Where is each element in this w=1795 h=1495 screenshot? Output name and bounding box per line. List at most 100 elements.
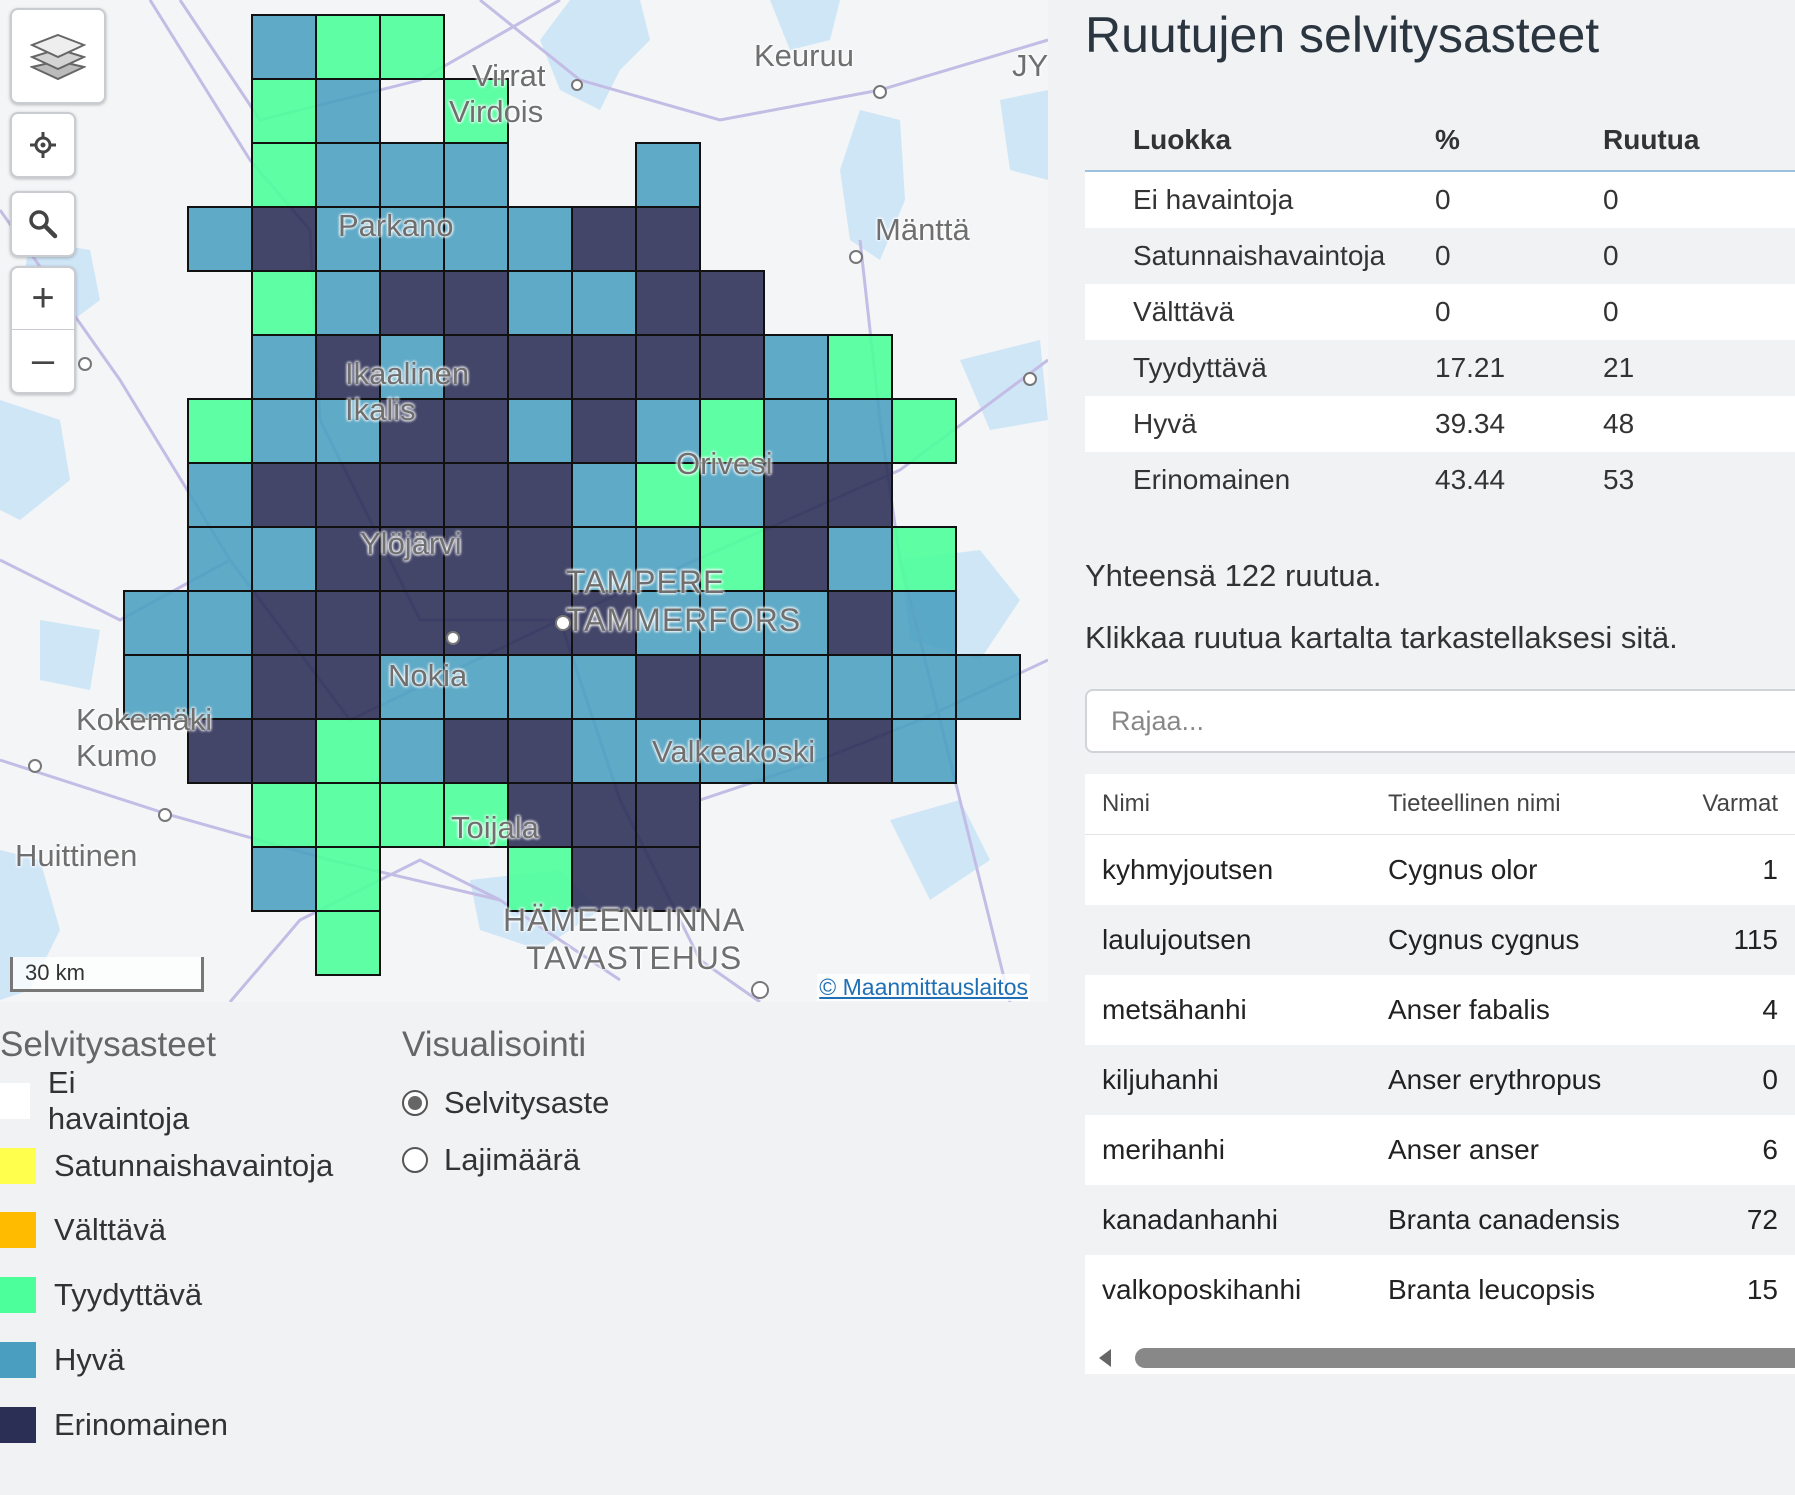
grid-square[interactable] bbox=[315, 910, 381, 976]
grid-square[interactable] bbox=[251, 334, 317, 400]
grid-square[interactable] bbox=[251, 270, 317, 336]
grid-square[interactable] bbox=[315, 846, 381, 912]
table-row[interactable]: metsähanhi Anser fabalis 4 bbox=[1085, 975, 1795, 1045]
grid-square[interactable] bbox=[635, 846, 701, 912]
grid-square[interactable] bbox=[123, 590, 189, 656]
grid-square[interactable] bbox=[827, 718, 893, 784]
grid-square[interactable] bbox=[123, 654, 189, 720]
grid-square[interactable] bbox=[507, 526, 573, 592]
filter-input[interactable] bbox=[1085, 689, 1795, 753]
grid-square[interactable] bbox=[635, 718, 701, 784]
grid-square[interactable] bbox=[507, 398, 573, 464]
grid-square[interactable] bbox=[763, 398, 829, 464]
grid-square[interactable] bbox=[507, 654, 573, 720]
grid-square[interactable] bbox=[571, 526, 637, 592]
table-row[interactable]: valkoposkihanhi Branta leucopsis 15 bbox=[1085, 1255, 1795, 1325]
grid-square[interactable] bbox=[635, 462, 701, 528]
grid-square[interactable] bbox=[187, 398, 253, 464]
grid-square[interactable] bbox=[251, 462, 317, 528]
grid-square[interactable] bbox=[187, 590, 253, 656]
table-row[interactable]: kyhmyjoutsen Cygnus olor 1 bbox=[1085, 834, 1795, 905]
grid-square[interactable] bbox=[891, 718, 957, 784]
grid-square[interactable] bbox=[379, 590, 445, 656]
grid-square[interactable] bbox=[507, 462, 573, 528]
grid-square[interactable] bbox=[251, 78, 317, 144]
layers-button[interactable] bbox=[10, 8, 106, 104]
grid-square[interactable] bbox=[187, 654, 253, 720]
grid-square[interactable] bbox=[699, 462, 765, 528]
radio-lajimaara[interactable]: Lajimäärä bbox=[402, 1142, 580, 1178]
grid-square[interactable] bbox=[251, 718, 317, 784]
grid-square[interactable] bbox=[635, 398, 701, 464]
grid-square[interactable] bbox=[763, 526, 829, 592]
grid-square[interactable] bbox=[443, 398, 509, 464]
grid-square[interactable] bbox=[507, 334, 573, 400]
grid-square[interactable] bbox=[507, 782, 573, 848]
grid-square[interactable] bbox=[379, 462, 445, 528]
column-header-percent[interactable]: % bbox=[1435, 110, 1603, 172]
table-row[interactable]: merihanhi Anser anser 6 bbox=[1085, 1115, 1795, 1185]
grid-square[interactable] bbox=[507, 846, 573, 912]
grid-square[interactable] bbox=[699, 654, 765, 720]
grid-square[interactable] bbox=[827, 334, 893, 400]
column-header-varmat[interactable]: Varmat bbox=[1688, 774, 1795, 835]
grid-square[interactable] bbox=[379, 270, 445, 336]
grid-square[interactable] bbox=[827, 654, 893, 720]
grid-square[interactable] bbox=[379, 206, 445, 272]
grid-square[interactable] bbox=[251, 590, 317, 656]
grid-square[interactable] bbox=[315, 654, 381, 720]
grid-square[interactable] bbox=[955, 654, 1021, 720]
grid-square[interactable] bbox=[187, 526, 253, 592]
grid-square[interactable] bbox=[635, 206, 701, 272]
grid-square[interactable] bbox=[571, 462, 637, 528]
grid-square[interactable] bbox=[315, 270, 381, 336]
grid-square[interactable] bbox=[379, 14, 445, 80]
zoom-in-button[interactable]: + bbox=[31, 276, 55, 320]
grid-square[interactable] bbox=[699, 718, 765, 784]
column-header-luokka[interactable]: Luokka bbox=[1085, 110, 1435, 172]
grid-square[interactable] bbox=[571, 206, 637, 272]
grid-square[interactable] bbox=[571, 270, 637, 336]
grid-square[interactable] bbox=[507, 718, 573, 784]
grid-square[interactable] bbox=[443, 718, 509, 784]
grid-square[interactable] bbox=[315, 462, 381, 528]
grid-square[interactable] bbox=[571, 654, 637, 720]
radio-button[interactable] bbox=[402, 1147, 428, 1173]
horizontal-scrollbar[interactable] bbox=[1085, 1342, 1795, 1374]
table-row[interactable]: laulujoutsen Cygnus cygnus 115 bbox=[1085, 905, 1795, 975]
grid-square[interactable] bbox=[635, 142, 701, 208]
grid-square[interactable] bbox=[571, 718, 637, 784]
radio-selvitysaste[interactable]: Selvitysaste bbox=[402, 1085, 609, 1121]
grid-square[interactable] bbox=[507, 270, 573, 336]
grid-square[interactable] bbox=[379, 782, 445, 848]
grid-square[interactable] bbox=[251, 398, 317, 464]
grid-square[interactable] bbox=[251, 526, 317, 592]
radio-button[interactable] bbox=[402, 1090, 428, 1116]
search-button[interactable] bbox=[10, 191, 76, 257]
grid-square[interactable] bbox=[251, 14, 317, 80]
grid-square[interactable] bbox=[443, 142, 509, 208]
grid-square[interactable] bbox=[379, 654, 445, 720]
grid-square[interactable] bbox=[891, 654, 957, 720]
grid-square[interactable] bbox=[891, 526, 957, 592]
grid-square[interactable] bbox=[443, 782, 509, 848]
table-row[interactable]: kanadanhanhi Branta canadensis 72 bbox=[1085, 1185, 1795, 1255]
grid-square[interactable] bbox=[571, 334, 637, 400]
grid-square[interactable] bbox=[571, 398, 637, 464]
grid-square[interactable] bbox=[251, 654, 317, 720]
grid-square[interactable] bbox=[507, 206, 573, 272]
grid-square[interactable] bbox=[891, 398, 957, 464]
table-row[interactable]: kiljuhanhi Anser erythropus 0 bbox=[1085, 1045, 1795, 1115]
grid-square[interactable] bbox=[315, 590, 381, 656]
grid-square[interactable] bbox=[379, 718, 445, 784]
grid-square[interactable] bbox=[827, 398, 893, 464]
grid-square[interactable] bbox=[763, 462, 829, 528]
column-header-tieteellinen-nimi[interactable]: Tieteellinen nimi bbox=[1388, 774, 1688, 835]
grid-square[interactable] bbox=[251, 206, 317, 272]
grid-square[interactable] bbox=[571, 782, 637, 848]
grid-square[interactable] bbox=[315, 718, 381, 784]
locate-button[interactable] bbox=[10, 112, 76, 178]
grid-square[interactable] bbox=[763, 334, 829, 400]
grid-square[interactable] bbox=[443, 78, 509, 144]
grid-square[interactable] bbox=[635, 782, 701, 848]
